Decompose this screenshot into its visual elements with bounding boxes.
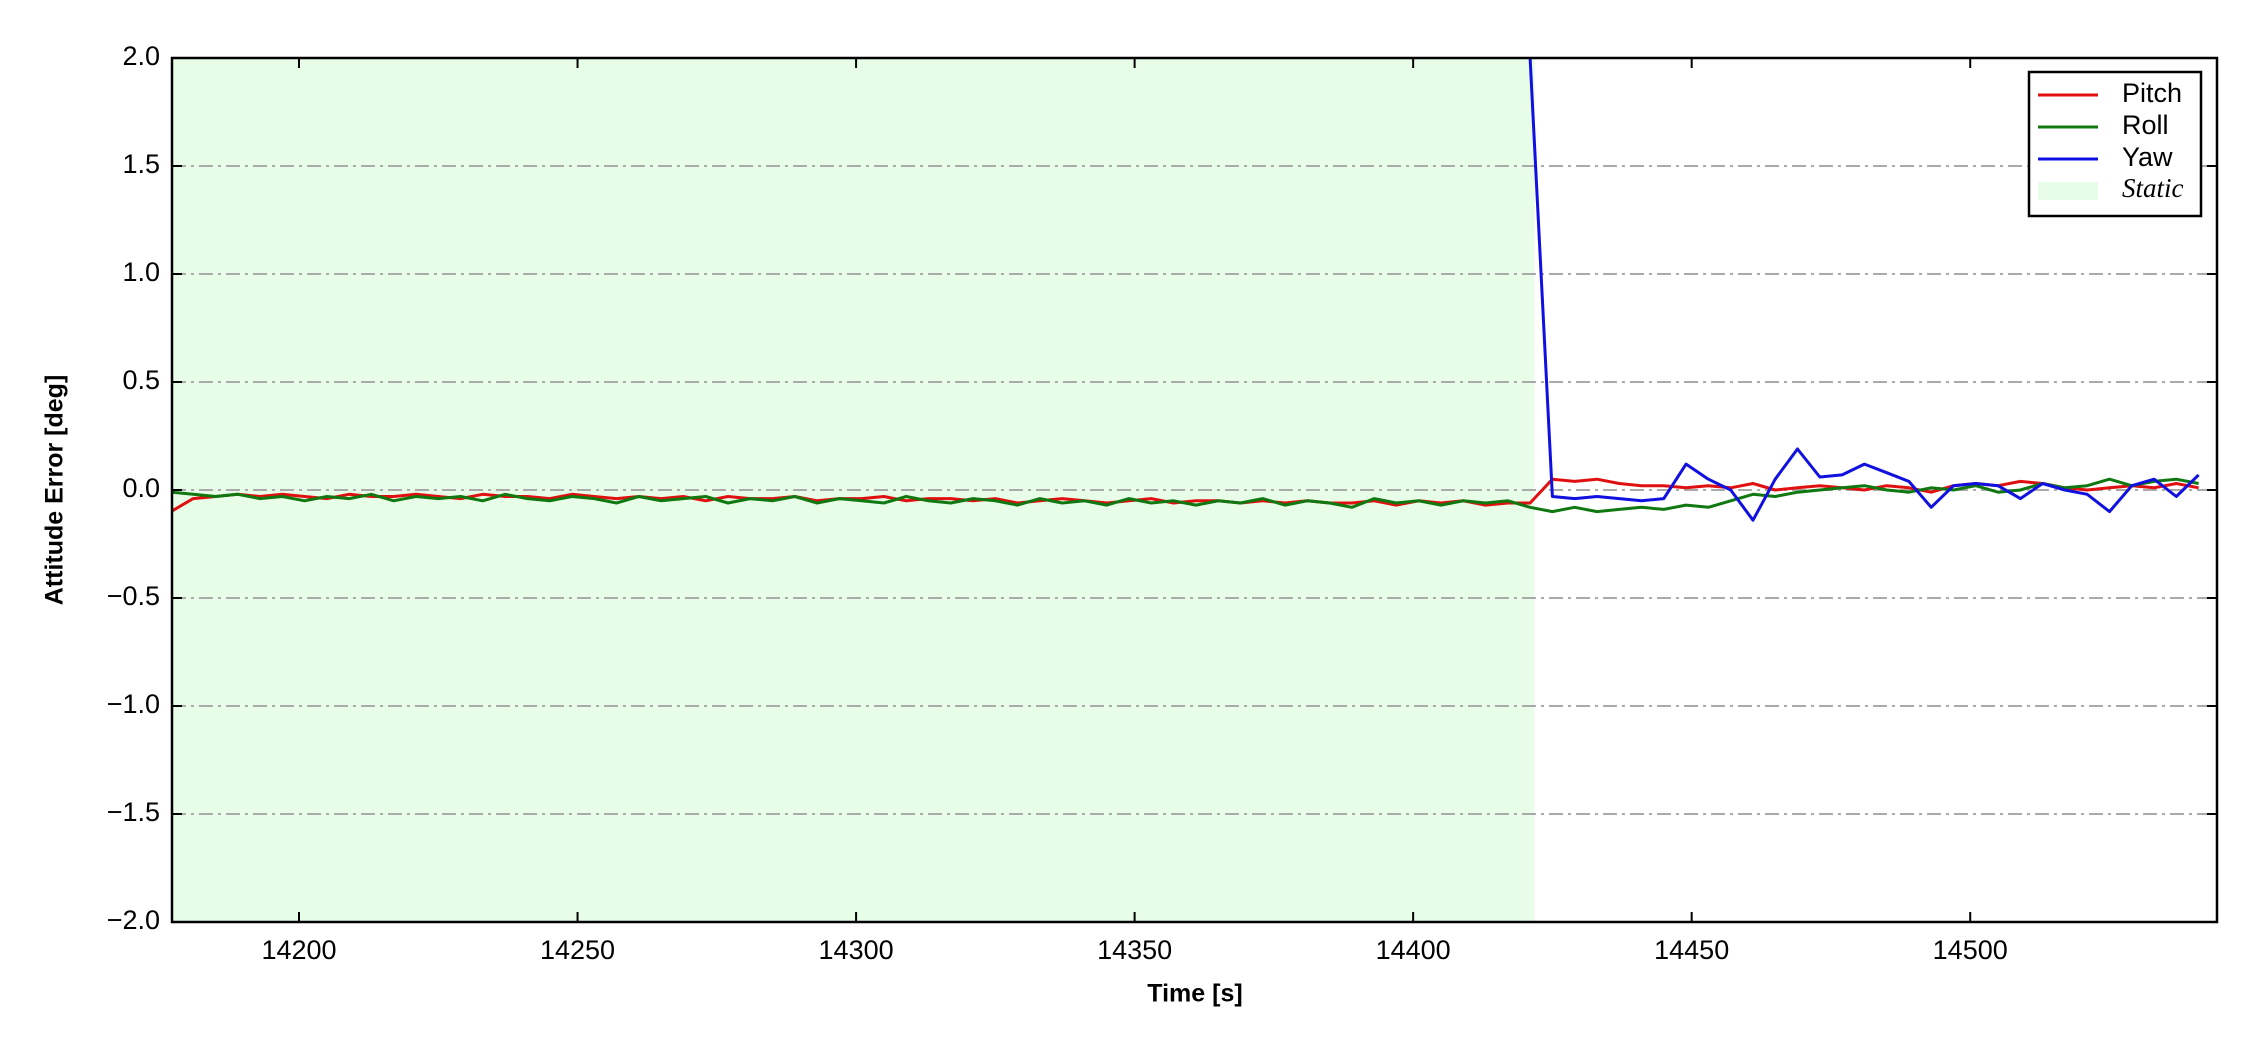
series-line: [1528, 58, 2200, 522]
x-axis-label: Time [s]: [1147, 980, 1242, 1008]
x-tick-label: 14400: [1376, 935, 1451, 965]
y-tick-label: 1.5: [122, 149, 160, 179]
y-tick-label: 2.0: [122, 41, 160, 71]
y-tick-label: −1.0: [107, 689, 160, 719]
y-tick-label: 0.5: [122, 365, 160, 395]
legend-label: Static: [2122, 173, 2184, 203]
x-tick-label: 14200: [261, 935, 336, 965]
x-tick-label: 14500: [1933, 935, 2008, 965]
x-tick-label: 14450: [1654, 935, 1729, 965]
legend-swatch: [2038, 182, 2098, 200]
series-line: [172, 477, 2199, 514]
y-tick-label: −0.5: [107, 581, 160, 611]
y-axis-label: Attitude Error [deg]: [41, 375, 69, 606]
y-tick-label: −2.0: [107, 905, 160, 935]
x-tick-label: 14350: [1097, 935, 1172, 965]
y-tick-label: −1.5: [107, 797, 160, 827]
plot-frame: [170, 56, 2219, 924]
y-tick-label: 0.0: [122, 473, 160, 503]
legend-label: Yaw: [2122, 142, 2173, 172]
y-tick-label: 1.0: [122, 257, 160, 287]
x-tick-label: 14250: [540, 935, 615, 965]
legend-label: Roll: [2122, 110, 2169, 140]
plot-area: [172, 58, 2217, 922]
legend-label: Pitch: [2122, 78, 2182, 108]
x-tick-label: 14300: [819, 935, 894, 965]
